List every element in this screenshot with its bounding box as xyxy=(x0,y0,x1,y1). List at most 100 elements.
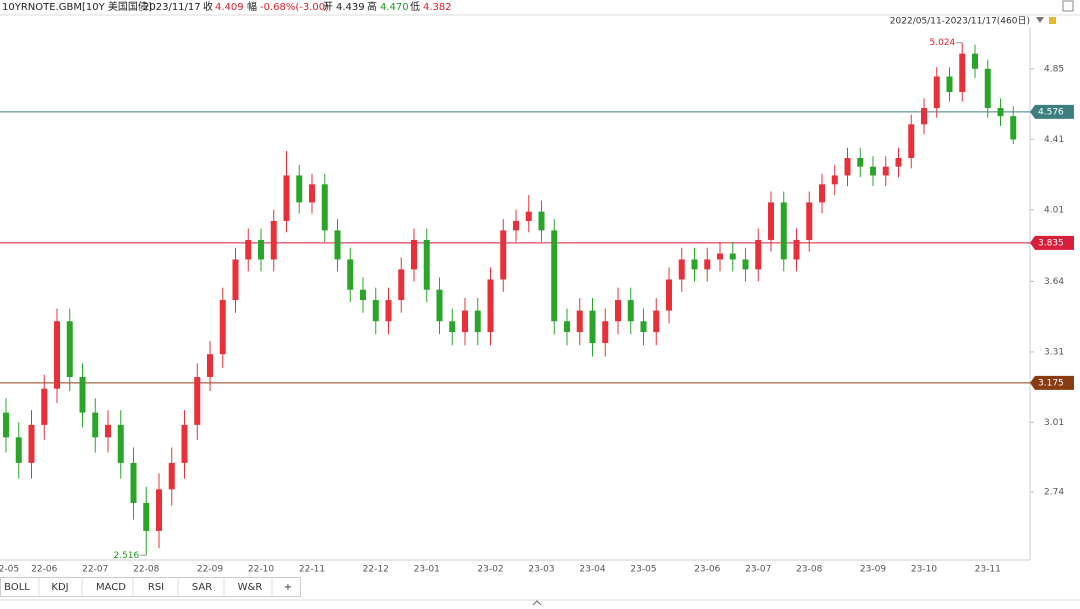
candle-body xyxy=(258,239,264,260)
candle-body xyxy=(538,211,545,231)
price-tag-label: 3.175 xyxy=(1038,378,1064,388)
candle-body xyxy=(28,424,35,463)
close-value: 4.409 xyxy=(215,2,244,13)
window-icon[interactable] xyxy=(1062,0,1074,12)
candle-body xyxy=(92,412,99,438)
low-value: 4.382 xyxy=(423,2,452,13)
candle-body xyxy=(959,53,966,93)
candle-body xyxy=(627,300,634,322)
range-dropdown[interactable] xyxy=(1036,17,1044,23)
candle-body xyxy=(946,76,953,93)
indicator-tab[interactable]: + xyxy=(284,582,292,593)
x-tick-label: 23-10 xyxy=(911,565,937,575)
candle-body xyxy=(666,279,672,311)
x-tick-label: 23-08 xyxy=(796,565,822,575)
change-value: -0.68%(-3.00) xyxy=(260,2,329,13)
candle-body xyxy=(207,354,213,378)
candle-body xyxy=(270,220,277,260)
y-tick-label: 4.41 xyxy=(1044,135,1064,145)
candle-body xyxy=(232,259,239,301)
x-tick-label: 23-03 xyxy=(528,565,554,575)
candle-body xyxy=(436,289,443,322)
candle-body xyxy=(462,310,468,333)
open-label: 开 xyxy=(323,2,333,13)
high-label: 高 xyxy=(367,0,377,13)
candle-body xyxy=(921,108,927,125)
indicator-tab[interactable]: BOLL xyxy=(4,582,30,593)
indicator-tab[interactable]: RSI xyxy=(148,582,164,593)
x-tick-label: 22-12 xyxy=(363,565,389,575)
candle-body xyxy=(806,202,813,240)
candle-body xyxy=(1010,116,1017,140)
candle-body xyxy=(589,310,596,344)
x-tick-label: 22-08 xyxy=(133,565,159,575)
date: 2023/11/17 xyxy=(143,2,201,13)
candle-body xyxy=(372,300,379,322)
lock-icon[interactable] xyxy=(1049,17,1056,24)
candle-body xyxy=(411,239,417,270)
x-tick-label: 22-05 xyxy=(0,565,19,575)
x-tick-label: 23-02 xyxy=(477,565,503,575)
expand-button[interactable] xyxy=(532,600,542,606)
candle-body xyxy=(105,424,111,438)
candle-body xyxy=(997,108,1004,117)
candle-body xyxy=(780,202,787,260)
candle-body xyxy=(768,202,774,240)
candle-body xyxy=(640,321,647,333)
candle-body xyxy=(984,68,991,109)
candle-body xyxy=(156,489,162,531)
candle-body xyxy=(168,462,175,490)
candle-body xyxy=(831,175,838,185)
candle-body xyxy=(423,239,430,290)
x-tick-label: 22-09 xyxy=(197,565,223,575)
x-tick-label: 23-07 xyxy=(745,565,771,575)
indicator-tab[interactable]: SAR xyxy=(192,582,212,593)
open-value: 4.439 xyxy=(336,2,365,13)
candle-body xyxy=(181,424,188,463)
x-tick-label: 22-06 xyxy=(31,565,57,575)
x-tick-label: 22-07 xyxy=(82,565,108,575)
candle-body xyxy=(933,76,940,109)
candle-body xyxy=(79,377,86,413)
price-tag-label: 4.576 xyxy=(1038,107,1064,117)
x-tick-label: 22-10 xyxy=(248,565,274,575)
candle-body xyxy=(500,230,507,280)
x-tick-label: 23-05 xyxy=(630,565,656,575)
candle-body xyxy=(321,184,328,231)
indicator-tab[interactable]: KDJ xyxy=(51,582,68,593)
candle-body xyxy=(513,220,519,231)
candle-body xyxy=(895,158,902,167)
price-tag-label: 3.835 xyxy=(1038,238,1064,248)
indicator-bar xyxy=(0,577,301,597)
x-tick-label: 23-11 xyxy=(975,565,1001,575)
symbol: 10YRNOTE.GBM[10Y 美国国债] xyxy=(2,0,152,13)
change-label: 幅 xyxy=(247,0,257,13)
candle-body xyxy=(360,289,366,301)
candle-body xyxy=(449,321,456,333)
indicator-tab[interactable]: MACD xyxy=(96,582,126,593)
candle-body xyxy=(729,253,736,260)
x-tick-label: 22-11 xyxy=(299,565,325,575)
candle-body xyxy=(653,310,660,333)
candle-body xyxy=(143,502,150,531)
date-range: 2022/05/11-2023/11/17(460日) xyxy=(890,16,1030,27)
candle-body xyxy=(857,158,864,167)
indicator-tab[interactable]: W&R xyxy=(238,582,263,593)
candle-body xyxy=(755,239,762,270)
candle-body xyxy=(844,158,851,176)
candle-body xyxy=(717,253,723,260)
y-tick-label: 2.74 xyxy=(1044,488,1064,498)
candle-body xyxy=(908,124,915,159)
candle-body xyxy=(309,184,315,203)
min-label: 2.516 xyxy=(113,551,139,561)
candle-body xyxy=(870,166,876,176)
price-tag xyxy=(1030,235,1074,250)
candle-body xyxy=(347,259,354,290)
candle-body xyxy=(283,175,290,221)
candle-body xyxy=(602,321,609,344)
candle-body xyxy=(3,412,9,438)
close-label: 收 xyxy=(203,0,213,13)
max-label: 5.024 xyxy=(929,38,955,48)
